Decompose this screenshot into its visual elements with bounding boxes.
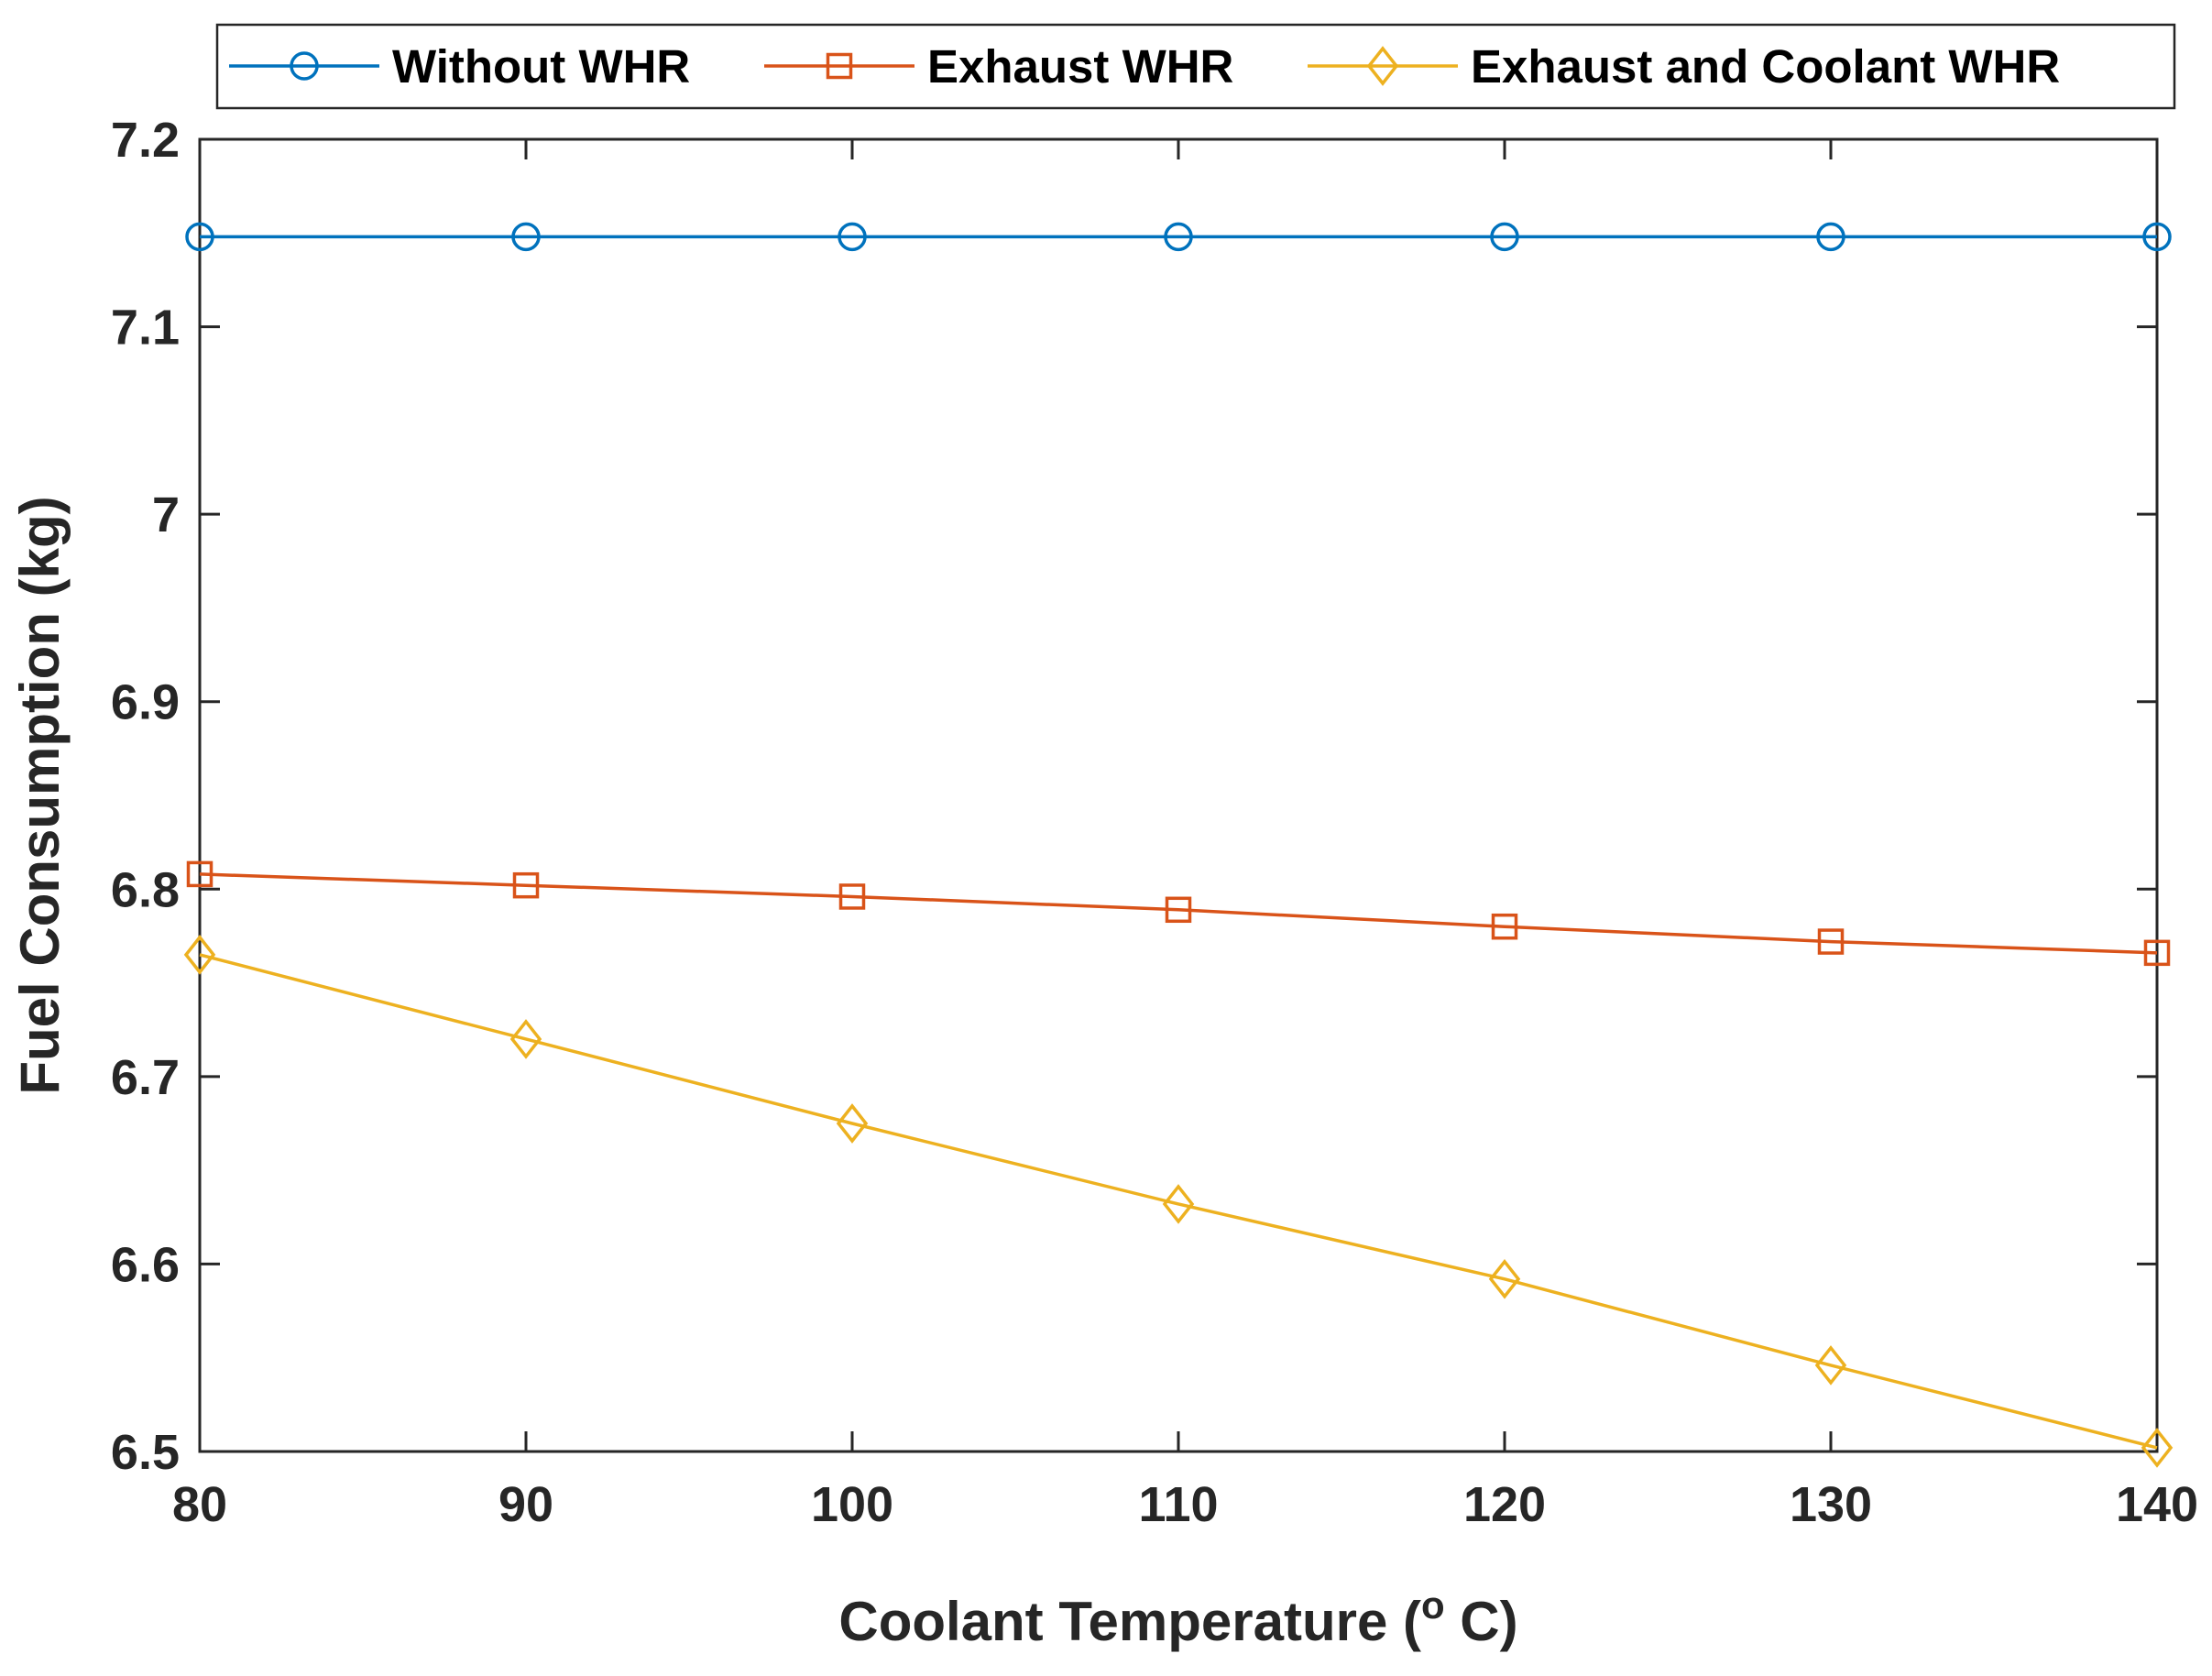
y-tick-label: 6.7 xyxy=(111,1050,180,1105)
x-tick-label: 90 xyxy=(498,1477,553,1532)
y-axis-title: Fuel Consumption (kg) xyxy=(9,496,71,1094)
series-square xyxy=(186,860,2171,967)
series-layer xyxy=(183,222,2174,1468)
series-line xyxy=(199,872,2158,955)
legend-box xyxy=(215,23,2176,110)
y-tick-label: 7.1 xyxy=(111,301,180,356)
x-tick-label: 80 xyxy=(172,1477,227,1532)
data-point xyxy=(1816,222,1845,252)
x-tick-label: 120 xyxy=(1463,1477,1546,1532)
series-line xyxy=(199,953,2158,1450)
y-tick-label: 7.2 xyxy=(111,113,180,168)
x-tick-label: 100 xyxy=(811,1477,893,1532)
legend-entry: Exhaust WHR xyxy=(764,40,1233,93)
data-point xyxy=(509,1019,542,1059)
legend-marker xyxy=(290,51,319,81)
x-axis-title-suffix: C) xyxy=(1445,1591,1518,1652)
x-tick-label: 140 xyxy=(2116,1477,2198,1532)
legend-entry: Without WHR xyxy=(229,40,690,93)
x-tick-label: 110 xyxy=(1138,1477,1218,1532)
data-point xyxy=(2143,939,2171,967)
data-point xyxy=(2141,1428,2174,1468)
y-tick-label: 6.5 xyxy=(111,1425,180,1480)
data-point xyxy=(1164,222,1193,252)
data-point xyxy=(2142,222,2172,252)
y-tick-label: 6.9 xyxy=(111,675,180,730)
data-point xyxy=(838,883,866,910)
x-axis-title-prefix: Coolant Temperature ( xyxy=(838,1591,1421,1652)
data-point xyxy=(1490,222,1519,252)
legend-label: Without WHR xyxy=(392,40,690,93)
x-axis: 80 90 100 110 120 130 140 xyxy=(172,139,2198,1532)
legend-marker xyxy=(826,52,853,80)
data-point xyxy=(1162,1184,1195,1224)
legend: Without WHR Exhaust WHR Exhaust and Coolan… xyxy=(215,23,2176,110)
x-tick-label: 130 xyxy=(1790,1477,1872,1532)
data-point xyxy=(838,222,867,252)
legend-label: Exhaust WHR xyxy=(927,40,1233,93)
data-point xyxy=(836,1103,869,1144)
data-point xyxy=(1817,928,1845,955)
data-point xyxy=(1488,1258,1521,1299)
data-point xyxy=(512,871,540,899)
legend-entry: Exhaust and Coolant WHR xyxy=(1308,40,2060,93)
y-axis: 6.5 6.6 6.7 6.8 6.9 7 7.1 7.2 xyxy=(111,113,2157,1480)
data-point xyxy=(1814,1345,1847,1386)
legend-label: Exhaust and Coolant WHR xyxy=(1471,40,2060,93)
data-point xyxy=(1491,913,1518,940)
data-point xyxy=(186,860,214,888)
y-tick-label: 7 xyxy=(152,487,180,542)
y-tick-label: 6.6 xyxy=(111,1237,180,1292)
series-circle xyxy=(185,222,2172,252)
data-point xyxy=(183,935,216,975)
plot-area xyxy=(198,137,2159,1453)
x-axis-title: Coolant Temperature (o C) xyxy=(838,1583,1517,1652)
legend-marker xyxy=(1366,46,1399,86)
series-diamond xyxy=(183,935,2174,1468)
data-point xyxy=(185,222,214,252)
data-point xyxy=(511,222,541,252)
y-tick-label: 6.8 xyxy=(111,862,180,917)
data-point xyxy=(1165,896,1192,924)
x-axis-title-superscript: o xyxy=(1421,1583,1445,1627)
